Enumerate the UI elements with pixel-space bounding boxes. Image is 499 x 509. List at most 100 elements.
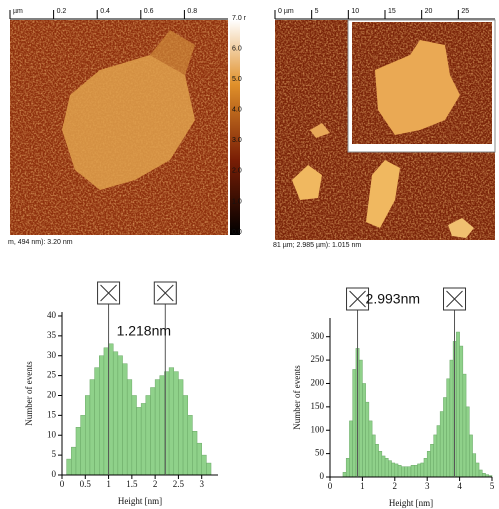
- x-tick-label: 0: [60, 479, 65, 489]
- bar: [397, 465, 402, 478]
- bar: [66, 458, 72, 476]
- afm-image: [275, 5, 496, 240]
- bar: [71, 446, 77, 476]
- bar: [206, 462, 212, 476]
- cursor-box: [349, 290, 366, 308]
- colorbar-label: 1.0: [232, 198, 242, 205]
- y-axis-label: Number of events: [292, 365, 302, 430]
- bar: [469, 434, 473, 478]
- ruler-label: 5: [315, 8, 319, 15]
- bar: [349, 420, 353, 478]
- bar: [472, 453, 477, 478]
- bar: [362, 383, 366, 478]
- ruler-label: µm: [13, 8, 23, 15]
- bar: [482, 473, 486, 478]
- bar: [371, 434, 376, 478]
- colorbar-label: 0.0: [232, 229, 242, 236]
- bar: [388, 460, 392, 478]
- bar: [465, 406, 470, 478]
- y-tick-label: 5: [52, 449, 57, 459]
- x-axis-label: Height [nm]: [389, 498, 433, 508]
- bar: [404, 466, 409, 478]
- x-tick-label: 5: [490, 481, 495, 491]
- y-tick-label: 25: [47, 370, 57, 380]
- bar: [384, 458, 389, 478]
- bar: [378, 451, 383, 478]
- bar: [352, 369, 357, 478]
- bar: [94, 367, 100, 476]
- bar: [413, 465, 418, 478]
- colorbar-label: 7.0 r: [232, 15, 247, 22]
- bar: [117, 355, 123, 476]
- bar: [423, 458, 428, 478]
- bar: [131, 395, 137, 476]
- bar: [449, 359, 454, 478]
- x-tick-label: 1: [360, 481, 365, 491]
- bar: [381, 455, 386, 478]
- bar: [108, 343, 114, 476]
- bar: [478, 469, 483, 478]
- colorbar-label: 5.0: [232, 76, 242, 83]
- bar: [168, 367, 175, 476]
- bar: [420, 462, 425, 478]
- bar: [154, 379, 161, 476]
- bar: [368, 420, 373, 478]
- y-tick-label: 50: [315, 448, 325, 458]
- bar: [401, 466, 405, 478]
- bar: [417, 463, 421, 478]
- bar: [150, 387, 156, 476]
- cursor-box: [446, 290, 463, 308]
- bar: [85, 395, 91, 476]
- y-tick-label: 250: [311, 354, 325, 364]
- x-tick-label: 1.5: [126, 479, 138, 489]
- bar: [462, 373, 467, 478]
- y-tick-label: 20: [47, 390, 57, 400]
- bar: [89, 379, 95, 476]
- bar: [196, 442, 202, 476]
- bar: [342, 472, 347, 478]
- bar: [187, 415, 193, 476]
- bar: [145, 395, 151, 476]
- y-tick-label: 15: [47, 409, 57, 419]
- bar: [75, 427, 81, 476]
- bar: [358, 359, 363, 478]
- bar: [80, 415, 86, 476]
- x-tick-label: 2: [153, 479, 158, 489]
- x-tick-label: 3: [425, 481, 430, 491]
- bar: [159, 375, 165, 476]
- ruler-label: 10: [351, 8, 359, 15]
- y-tick-label: 0: [52, 469, 57, 479]
- bar: [126, 379, 133, 476]
- ruler-label: 0.2: [57, 8, 67, 15]
- x-tick-label: 1: [106, 479, 111, 489]
- bar: [178, 379, 184, 476]
- bar: [192, 431, 198, 476]
- bar: [136, 407, 142, 476]
- bar: [426, 451, 431, 478]
- colorbar-label: 4.0: [232, 107, 242, 114]
- bar: [430, 444, 434, 478]
- ruler-label: 0.6: [144, 8, 154, 15]
- bar: [410, 465, 415, 478]
- bar: [443, 397, 447, 478]
- x-tick-label: 2.5: [173, 479, 185, 489]
- y-tick-label: 10: [47, 429, 57, 439]
- y-tick-label: 150: [311, 401, 325, 411]
- bar: [391, 462, 396, 478]
- image-caption: 81 µm; 2.985 µm): 1.015 nm: [273, 242, 361, 249]
- bar: [456, 331, 460, 478]
- bar: [436, 425, 441, 478]
- bar: [407, 466, 412, 478]
- y-tick-label: 35: [47, 330, 57, 340]
- x-axis-label: Height [nm]: [118, 496, 162, 506]
- bar: [475, 462, 480, 478]
- colorbar-label: 2.0: [232, 168, 242, 175]
- bar: [459, 345, 464, 478]
- ruler-label: 15: [388, 8, 396, 15]
- bar: [433, 434, 438, 478]
- image-caption: m, 494 nm): 3.20 nm: [8, 239, 73, 246]
- x-tick-label: 4: [457, 481, 462, 491]
- bar: [140, 403, 147, 476]
